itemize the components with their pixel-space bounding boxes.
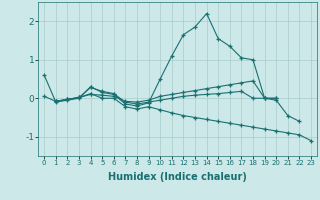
X-axis label: Humidex (Indice chaleur): Humidex (Indice chaleur) [108,172,247,182]
